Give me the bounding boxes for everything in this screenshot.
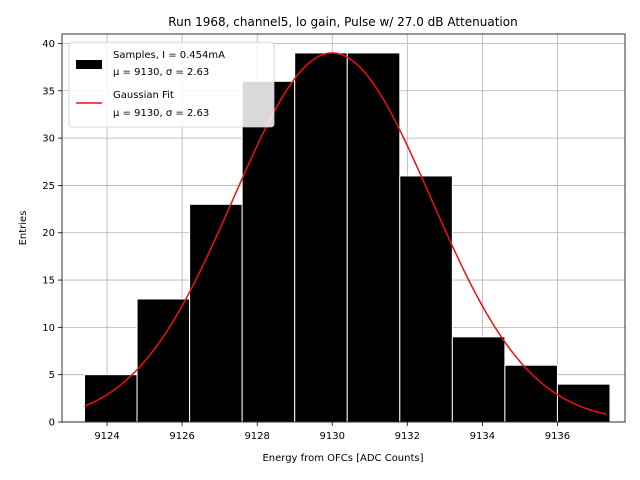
histogram-bar <box>241 80 296 423</box>
x-tick-label: 9132 <box>395 431 420 442</box>
y-tick-label: 10 <box>42 323 55 334</box>
y-tick-label: 30 <box>42 134 55 145</box>
histogram-bar <box>346 52 401 423</box>
plot-frame <box>61 33 626 423</box>
histogram-bars <box>84 52 611 423</box>
y-axis-ticks: 0 5 10 15 20 25 30 35 40 <box>42 39 62 429</box>
y-tick-label: 5 <box>49 370 55 381</box>
x-tick-label: 9128 <box>244 431 269 442</box>
y-axis-label: Entries <box>18 211 29 246</box>
x-axis-label: Energy from OFCs [ADC Counts] <box>262 453 423 464</box>
y-tick-label: 25 <box>42 181 55 192</box>
legend-fit-label: Gaussian Fit <box>113 90 174 101</box>
histogram-bar <box>451 336 506 423</box>
x-axis-ticks: 9124 9126 9128 9130 9132 9134 9136 <box>94 422 570 442</box>
y-tick-label: 35 <box>42 86 55 97</box>
legend-box <box>68 41 275 128</box>
x-tick-label: 9134 <box>470 431 495 442</box>
y-tick-label: 15 <box>42 276 55 287</box>
gaussian-fit-line <box>84 52 607 415</box>
y-tick-label: 40 <box>42 39 55 50</box>
histogram-bar <box>504 364 558 423</box>
histogram-bar <box>294 52 348 423</box>
histogram-bar <box>556 383 611 423</box>
x-tick-label: 9124 <box>94 431 119 442</box>
x-tick-label: 9130 <box>320 431 345 442</box>
legend-samples-swatch <box>76 60 102 69</box>
y-tick-label: 0 <box>49 418 55 429</box>
legend-samples-stats: μ = 9130, σ = 2.63 <box>113 67 209 78</box>
chart-title: Run 1968, channel5, lo gain, Pulse w/ 27… <box>168 15 517 29</box>
legend-fit-stats: μ = 9130, σ = 2.63 <box>113 108 209 119</box>
histogram-bar <box>84 374 138 423</box>
legend-samples-label: Samples, I = 0.454mA <box>113 50 225 61</box>
legend: Samples, I = 0.454mA μ = 9130, σ = 2.63 … <box>68 41 275 128</box>
x-tick-label: 9126 <box>169 431 194 442</box>
histogram-bar <box>399 175 453 423</box>
x-tick-label: 9136 <box>545 431 570 442</box>
y-tick-label: 20 <box>42 228 55 239</box>
